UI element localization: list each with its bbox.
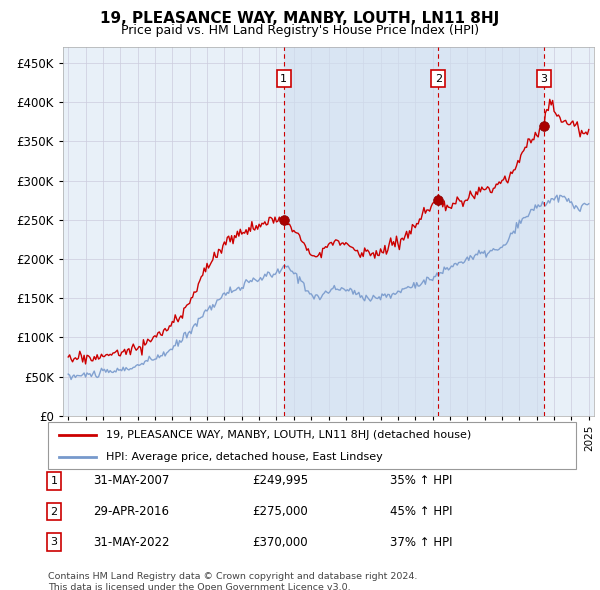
Text: 19, PLEASANCE WAY, MANBY, LOUTH, LN11 8HJ (detached house): 19, PLEASANCE WAY, MANBY, LOUTH, LN11 8H… [106, 430, 472, 440]
Text: 45% ↑ HPI: 45% ↑ HPI [390, 505, 452, 518]
Text: 35% ↑ HPI: 35% ↑ HPI [390, 474, 452, 487]
Text: 37% ↑ HPI: 37% ↑ HPI [390, 536, 452, 549]
Text: 19, PLEASANCE WAY, MANBY, LOUTH, LN11 8HJ: 19, PLEASANCE WAY, MANBY, LOUTH, LN11 8H… [100, 11, 500, 25]
Text: 31-MAY-2022: 31-MAY-2022 [93, 536, 170, 549]
Text: 31-MAY-2007: 31-MAY-2007 [93, 474, 169, 487]
Bar [284, 47, 544, 416]
Text: 29-APR-2016: 29-APR-2016 [93, 505, 169, 518]
Text: 2: 2 [50, 507, 58, 516]
Text: 1: 1 [50, 476, 58, 486]
Text: £370,000: £370,000 [252, 536, 308, 549]
FancyBboxPatch shape [48, 422, 576, 469]
Text: 1: 1 [280, 74, 287, 84]
Text: HPI: Average price, detached house, East Lindsey: HPI: Average price, detached house, East… [106, 453, 383, 462]
Text: 3: 3 [541, 74, 548, 84]
Text: 2: 2 [435, 74, 442, 84]
Text: 3: 3 [50, 537, 58, 547]
Text: Price paid vs. HM Land Registry's House Price Index (HPI): Price paid vs. HM Land Registry's House … [121, 24, 479, 37]
Text: £249,995: £249,995 [252, 474, 308, 487]
Text: £275,000: £275,000 [252, 505, 308, 518]
Text: Contains HM Land Registry data © Crown copyright and database right 2024.
This d: Contains HM Land Registry data © Crown c… [48, 572, 418, 590]
